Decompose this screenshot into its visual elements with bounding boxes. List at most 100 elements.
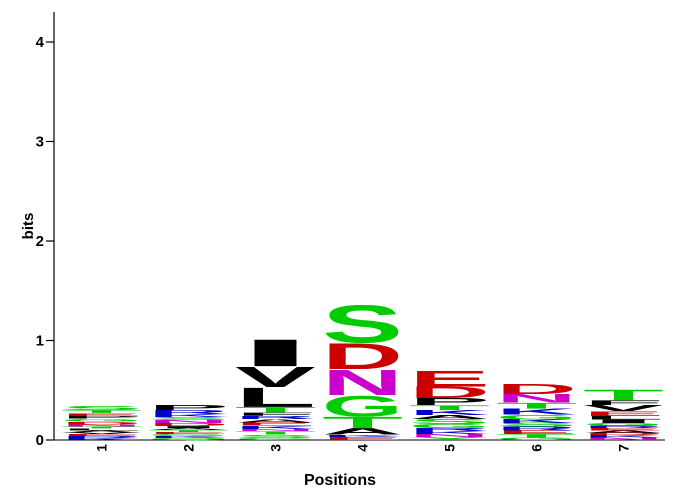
logo-letter-p: P: [148, 404, 229, 412]
logo-letter-r: R: [235, 415, 316, 420]
logo-letter-k: K: [148, 436, 229, 439]
logo-letter-t: T: [322, 413, 403, 431]
y-tick-label: 0: [36, 432, 44, 449]
logo-letter-y: Y: [409, 436, 490, 441]
logo-letter-e: E: [496, 429, 577, 435]
logo-letter-i: I: [148, 426, 229, 429]
logo-letter-r: R: [583, 425, 664, 429]
y-tick-label: 4: [36, 34, 45, 51]
logo-letter-n: N: [235, 428, 316, 431]
logo-letter-s: S: [322, 294, 403, 354]
logo-letter-t: T: [61, 426, 142, 429]
logo-letter-l: L: [235, 382, 316, 413]
logo-letter-k: K: [583, 435, 664, 439]
logo-letter-s: S: [61, 405, 142, 411]
logo-letter-t: T: [496, 401, 577, 410]
logo-letter-n: N: [496, 392, 577, 405]
logo-letter-e: E: [583, 427, 664, 431]
logo-letter-e: E: [409, 367, 490, 392]
logo-letter-d: D: [496, 381, 577, 398]
x-axis: 1 2 3 4 5 6 7: [54, 439, 665, 452]
logo-letter-r: R: [61, 436, 142, 439]
logo-letter-i: I: [583, 419, 664, 425]
logo-letter-n: N: [583, 437, 664, 441]
y-tick-label: 2: [36, 233, 44, 250]
y-tick-label: 3: [36, 134, 44, 151]
logo-letter-r: R: [148, 409, 229, 415]
logo-letter-t: T: [583, 387, 664, 404]
logo-letter-a: A: [235, 418, 316, 423]
logo-letter-a: A: [409, 414, 490, 420]
logo-letter-n: N: [322, 363, 403, 403]
logo-letter-d: D: [583, 432, 664, 436]
logo-letter-g: G: [496, 413, 577, 421]
x-tick-label: 7: [616, 444, 632, 452]
logo-letter-n: N: [61, 424, 142, 427]
logo-letter-k: K: [322, 434, 403, 437]
logo-letter-d: D: [61, 421, 142, 426]
logo-letter-e: E: [61, 434, 142, 437]
logo-letter-a: A: [322, 427, 403, 437]
logo-letter-d: D: [322, 335, 403, 377]
x-tick-label: 3: [268, 444, 284, 452]
logo-letter-k: K: [496, 419, 577, 425]
logo-letter-e: E: [235, 422, 316, 427]
logo-letter-g: G: [148, 434, 229, 437]
y-axis-label: bits: [20, 213, 37, 240]
logo-letter-n: N: [148, 419, 229, 424]
logo-letter-t: T: [148, 430, 229, 433]
logo-letter-p: P: [61, 415, 142, 420]
x-tick-label: 4: [355, 444, 371, 452]
logo-letter-v: V: [235, 361, 316, 394]
logo-letter-d: D: [148, 422, 229, 427]
logo-letter-g: G: [322, 390, 403, 423]
logo-letter-s: S: [148, 416, 229, 421]
logo-letter-t: T: [61, 409, 142, 414]
logo-letter-e: E: [583, 410, 664, 417]
x-tick-label: 1: [94, 444, 110, 452]
x-tick-label: 2: [181, 444, 197, 452]
logo-letter-k: K: [409, 430, 490, 435]
logo-letter-s: S: [235, 434, 316, 439]
logo-letter-g: G: [235, 437, 316, 440]
logo-letter-e: E: [148, 432, 229, 435]
logo-letter-k: K: [496, 407, 577, 416]
logo-letter-a: A: [583, 430, 664, 434]
logo-letter-v: V: [583, 403, 664, 412]
logo-letter-l: L: [61, 428, 142, 431]
logo-letter-t: T: [235, 430, 316, 435]
logo-letter-v: V: [61, 432, 142, 435]
y-axis: 0 1 2 3 4: [36, 12, 55, 449]
x-axis-label: Positions: [304, 472, 376, 489]
logo-letter-k: K: [409, 409, 490, 417]
logo-letter-k: K: [148, 413, 229, 418]
logo-letter-g: G: [409, 423, 490, 429]
logo-letter-s: S: [496, 422, 577, 428]
y-tick-label: 1: [36, 333, 44, 350]
logo-letter-g: G: [61, 418, 142, 423]
letter-stacks: KREVALTNDGPETSQKGETAIDNSKRPGSTNKEARFTLVI…: [61, 294, 664, 441]
logo-letter-p: P: [409, 397, 490, 408]
logo-letter-k: K: [235, 425, 316, 430]
logo-letter-k: K: [61, 438, 142, 441]
logo-letter-t: T: [235, 405, 316, 414]
logo-letter-g: G: [583, 422, 664, 426]
x-tick-label: 6: [529, 444, 545, 452]
logo-letter-d: D: [409, 383, 490, 402]
logo-letter-g: G: [496, 437, 577, 441]
logo-letter-f: F: [235, 412, 316, 417]
logo-letter-a: A: [148, 428, 229, 431]
logo-letter-a: A: [61, 430, 142, 433]
logo-letter-t: T: [409, 404, 490, 412]
logo-letter-r: R: [409, 427, 490, 432]
logo-letter-s: S: [409, 418, 490, 426]
logo-letter-i: I: [235, 332, 316, 375]
logo-letter-l: L: [583, 415, 664, 421]
logo-letter-t: T: [496, 433, 577, 439]
logo-letter-f: F: [583, 399, 664, 407]
logo-letter-n: N: [409, 433, 490, 438]
logo-letter-e: E: [61, 412, 142, 417]
x-tick-label: 5: [442, 444, 458, 452]
logo-letter-r: R: [496, 426, 577, 432]
